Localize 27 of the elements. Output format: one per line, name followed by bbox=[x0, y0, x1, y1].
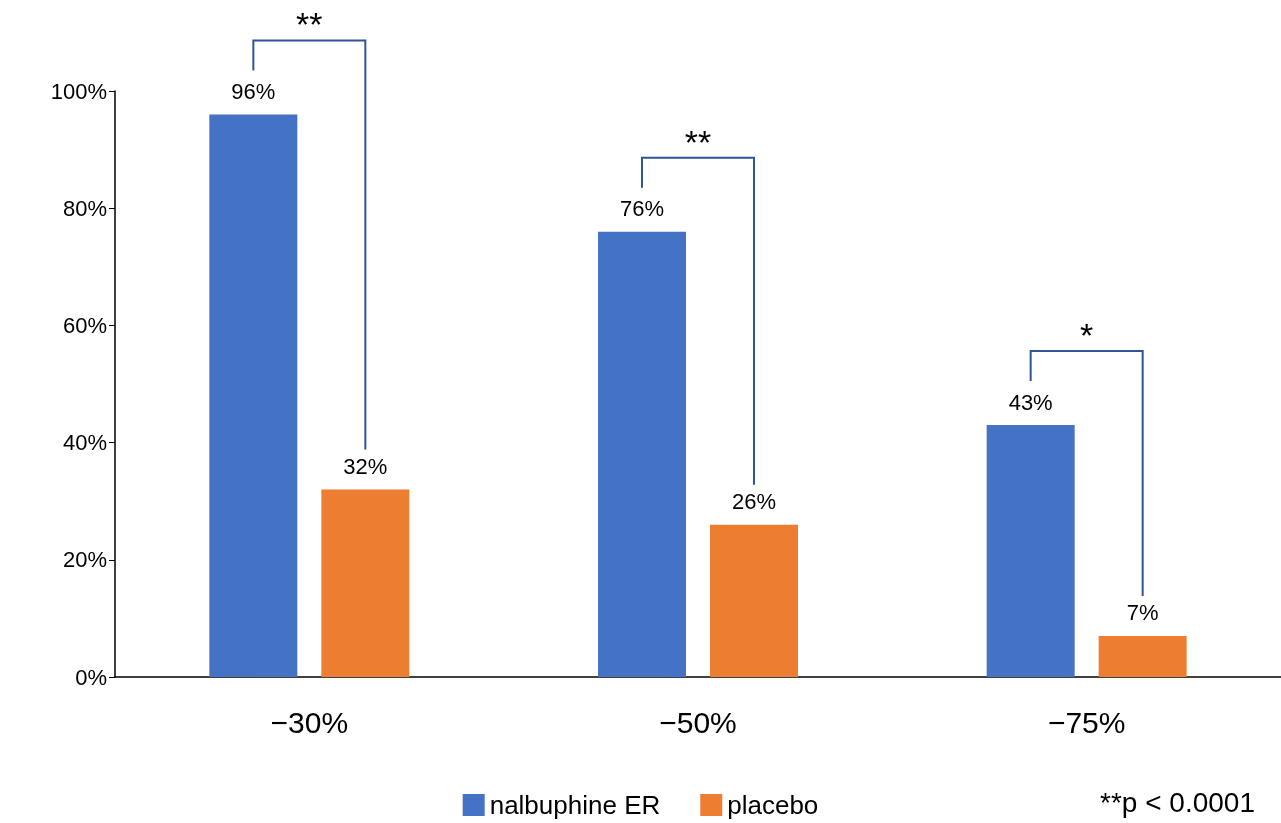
annotation: * bbox=[1080, 316, 1094, 355]
text: 32% bbox=[343, 453, 388, 479]
text: 7% bbox=[1126, 600, 1159, 626]
x-tick-label: −75% bbox=[1047, 705, 1126, 739]
text: **p < 0.0001 bbox=[1100, 787, 1255, 818]
y-tick-label: 20% bbox=[62, 547, 107, 573]
legend-label: nalbuphine ER bbox=[489, 790, 661, 820]
y-tick-label: 40% bbox=[62, 430, 107, 456]
bar bbox=[209, 114, 298, 677]
legend-label: placebo bbox=[727, 790, 819, 820]
text: 43% bbox=[1008, 389, 1053, 415]
text: ** bbox=[296, 5, 323, 44]
text: 96% bbox=[231, 78, 276, 104]
bar bbox=[1098, 635, 1187, 677]
annotation: ** bbox=[684, 122, 712, 161]
y-tick-label: 100% bbox=[50, 78, 107, 104]
y-tick-label: 0% bbox=[75, 664, 107, 690]
bar bbox=[598, 231, 686, 677]
bar bbox=[986, 425, 1075, 677]
y-tick-label: 60% bbox=[62, 312, 107, 338]
text: 26% bbox=[731, 489, 777, 515]
x-tick-label: −50% bbox=[659, 705, 737, 739]
bar bbox=[710, 524, 798, 677]
x-tick-label: −30% bbox=[270, 705, 349, 739]
text: 76% bbox=[619, 196, 665, 222]
bar bbox=[321, 489, 410, 677]
y-tick-label: 80% bbox=[62, 195, 107, 221]
